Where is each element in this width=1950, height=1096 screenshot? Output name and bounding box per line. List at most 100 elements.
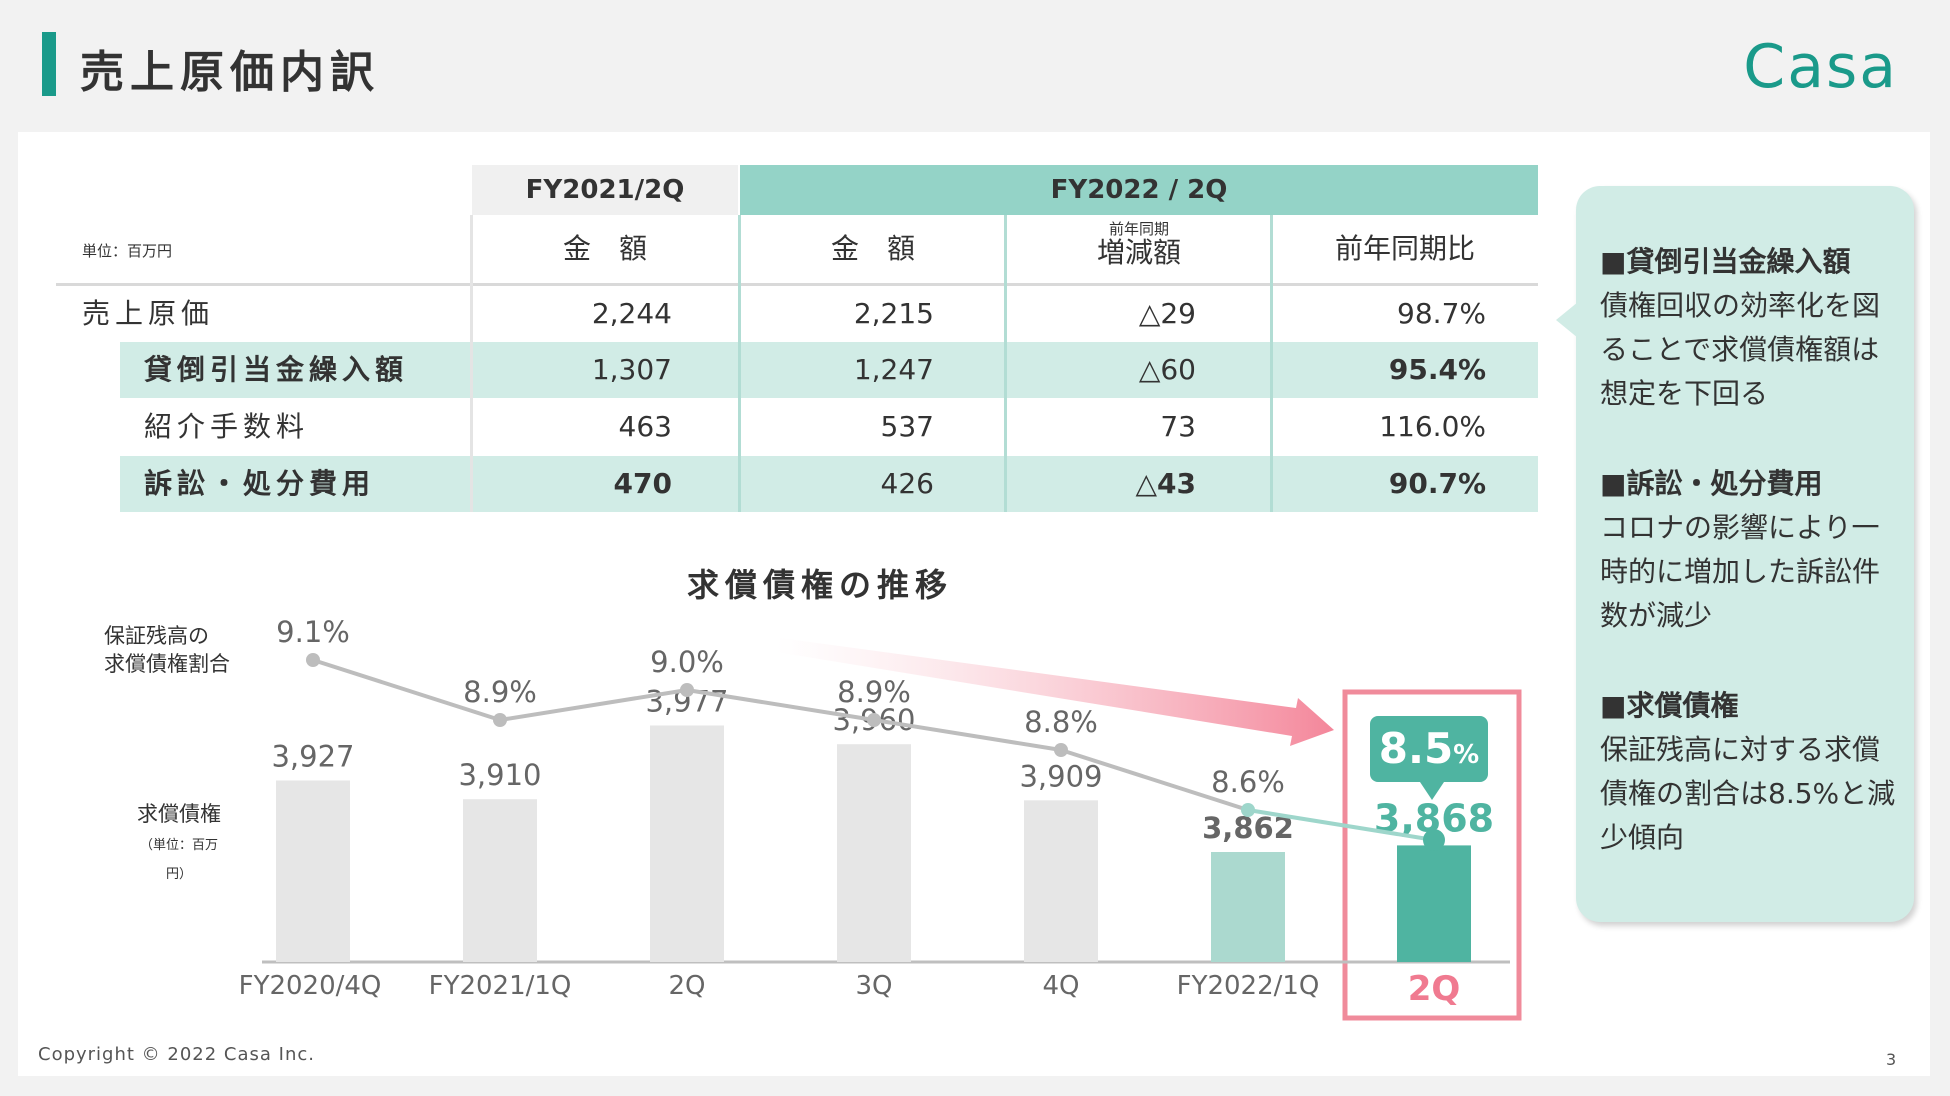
cell-change: 73 bbox=[1160, 410, 1196, 443]
ratio-line-segment bbox=[312, 658, 501, 722]
ratio-highlight-bubble bbox=[1370, 716, 1488, 782]
trend-arrow bbox=[776, 638, 1334, 746]
bar bbox=[1397, 845, 1471, 962]
cell-fy22: 537 bbox=[880, 410, 934, 443]
ratio-highlight-number: 8.5 bbox=[1379, 724, 1453, 773]
ratio-line-segment bbox=[873, 718, 1062, 752]
note-body: 債権回収の効率化を図ることで求償債権額は想定を下回る bbox=[1600, 289, 1881, 410]
bar-value-label: 3,910 bbox=[458, 758, 541, 792]
ratio-point bbox=[1423, 829, 1445, 851]
header-fy2021-2q: FY2021/2Q bbox=[472, 165, 738, 215]
cell-ratio: 116.0% bbox=[1379, 410, 1486, 443]
ratio-value-label: 8.9% bbox=[463, 675, 537, 709]
bar-label: 求償債権 bbox=[137, 802, 221, 826]
row-label: 貸倒引当金繰入額 bbox=[144, 353, 409, 386]
table-row: 訴訟・処分費用 470 426 △43 90.7% bbox=[120, 456, 1538, 512]
ratio-label-line1: 保証残高の bbox=[104, 624, 209, 648]
ratio-point bbox=[867, 713, 881, 727]
table-unit: 単位：百万円 bbox=[82, 242, 173, 260]
row-label: 訴訟・処分費用 bbox=[144, 467, 376, 500]
cell-fy21: 463 bbox=[618, 410, 672, 443]
ratio-point bbox=[306, 653, 320, 667]
title-accent-bar bbox=[42, 32, 56, 96]
cell-change: △29 bbox=[1138, 297, 1196, 330]
header-fy2022-2q: FY2022 / 2Q bbox=[740, 165, 1538, 215]
ratio-value-label: 9.1% bbox=[276, 615, 350, 649]
cell-fy22: 2,215 bbox=[853, 297, 934, 330]
ratio-value-label: 8.8% bbox=[1024, 705, 1098, 739]
ratio-point bbox=[1054, 743, 1068, 757]
note-heading: ■貸倒引当金繰入額 bbox=[1600, 245, 1851, 278]
bar bbox=[1211, 852, 1285, 962]
page-number: 3 bbox=[1886, 1050, 1897, 1069]
bar bbox=[276, 780, 350, 962]
ratio-value-label: 9.0% bbox=[650, 645, 724, 679]
col-change-bottom: 増減額 bbox=[1096, 235, 1181, 269]
x-tick-label: FY2020/4Q bbox=[239, 971, 382, 1001]
cell-ratio: 98.7% bbox=[1397, 297, 1486, 330]
casa-logo: Casa bbox=[1743, 32, 1898, 102]
x-tick-label: FY2022/1Q bbox=[1177, 971, 1320, 1001]
table-header-divider bbox=[56, 283, 1538, 286]
note-body: 保証残高に対する求償債権の割合は8.5%と減少傾向 bbox=[1600, 733, 1896, 854]
bar bbox=[1024, 800, 1098, 962]
bar bbox=[463, 799, 537, 962]
note-bad-debt: ■貸倒引当金繰入額 債権回収の効率化を図ることで求償債権額は想定を下回る bbox=[1600, 240, 1900, 416]
cell-change: △43 bbox=[1135, 467, 1197, 500]
cell-ratio: 95.4% bbox=[1388, 353, 1486, 386]
callout-pointer bbox=[1556, 302, 1578, 338]
x-tick-label: 4Q bbox=[1042, 971, 1079, 1001]
row-label: 紹介手数料 bbox=[144, 410, 310, 443]
ratio-bubble-pointer bbox=[1420, 782, 1444, 800]
x-tick-label: 2Q bbox=[1408, 969, 1461, 1009]
x-tick-label: 3Q bbox=[855, 971, 892, 1001]
copyright: Copyright © 2022 Casa Inc. bbox=[38, 1044, 315, 1065]
cell-ratio: 90.7% bbox=[1388, 467, 1486, 500]
ratio-highlight-unit: % bbox=[1453, 740, 1479, 770]
bar-value-label: 3,909 bbox=[1019, 759, 1102, 793]
highlight-frame bbox=[1342, 689, 1522, 1021]
ratio-line-segment bbox=[686, 688, 875, 722]
col-amount-fy22: 金 額 bbox=[830, 232, 915, 265]
note-receivables: ■求償債権 保証残高に対する求償債権の割合は8.5%と減少傾向 bbox=[1600, 684, 1900, 860]
note-heading: ■訴訟・処分費用 bbox=[1600, 467, 1823, 500]
x-tick-label: 2Q bbox=[668, 971, 705, 1001]
cell-fy22: 426 bbox=[880, 467, 934, 500]
cell-fy22: 1,247 bbox=[853, 353, 934, 386]
x-tick-label: FY2021/1Q bbox=[429, 971, 572, 1001]
note-body: コロナの影響により一時的に増加した訴訟件数が減少 bbox=[1600, 511, 1881, 632]
table-col-divider bbox=[1270, 215, 1273, 512]
ratio-point bbox=[680, 683, 694, 697]
col-change: 前年同期 増減額 bbox=[1006, 215, 1272, 283]
bar-axis-label: 求償債権 （単位：百万円） bbox=[134, 800, 224, 885]
table-col-divider bbox=[1004, 215, 1007, 512]
cell-fy21: 2,244 bbox=[591, 297, 672, 330]
ratio-label-line2: 求償債権割合 bbox=[104, 652, 230, 677]
table-row: 貸倒引当金繰入額 1,307 1,247 △60 95.4% bbox=[120, 342, 1538, 398]
ratio-point bbox=[493, 713, 507, 727]
ratio-value-label: 8.9% bbox=[837, 675, 911, 709]
table-col-divider bbox=[738, 215, 741, 512]
note-litigation: ■訴訟・処分費用 コロナの影響により一時的に増加した訴訟件数が減少 bbox=[1600, 462, 1900, 638]
page-title: 売上原価内訳 bbox=[80, 47, 380, 98]
cell-fy21: 1,307 bbox=[591, 353, 672, 386]
bar bbox=[837, 744, 911, 962]
chart-title: 求償債権の推移 bbox=[686, 566, 953, 604]
col-change-top: 前年同期 bbox=[1108, 220, 1169, 238]
ratio-value-label: 8.6% bbox=[1211, 765, 1285, 799]
col-amount-fy21: 金 額 bbox=[562, 232, 647, 265]
bar-unit: （単位：百万円） bbox=[139, 838, 218, 882]
ratio-highlight-value: 8.5% bbox=[1379, 724, 1479, 773]
ratio-line-segment bbox=[1060, 748, 1249, 812]
note-heading: ■求償債権 bbox=[1600, 689, 1739, 722]
bar-value-label: 3,927 bbox=[271, 740, 354, 774]
col-ratio: 前年同期比 bbox=[1334, 232, 1475, 265]
ratio-axis-label: 保証残高の 求償債権割合 bbox=[104, 622, 230, 679]
ratio-point bbox=[1241, 803, 1255, 817]
cell-fy21: 470 bbox=[613, 467, 672, 500]
ratio-line-segment bbox=[499, 688, 688, 722]
cell-change: △60 bbox=[1138, 353, 1196, 386]
table-row: 紹介手数料 463 537 73 116.0% bbox=[120, 399, 1538, 455]
notes-callout bbox=[1576, 186, 1914, 922]
